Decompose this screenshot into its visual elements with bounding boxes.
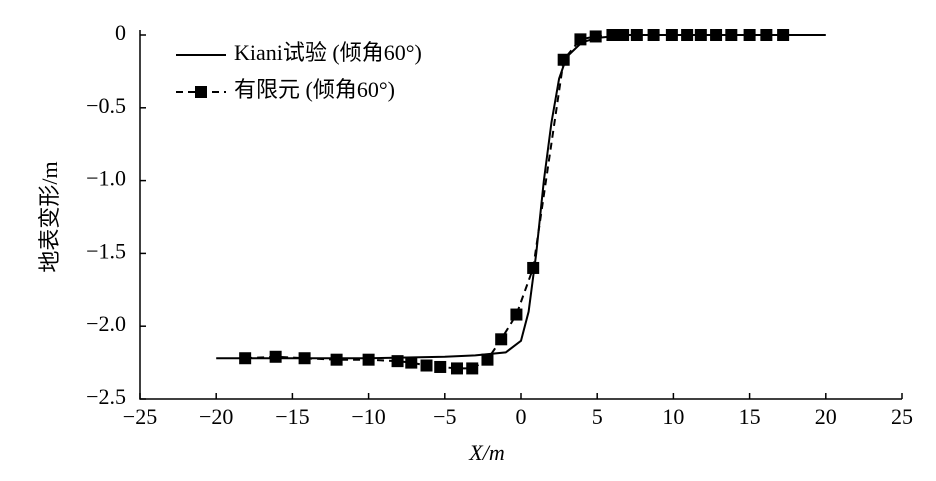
x-axis-label: X/m [468, 440, 504, 465]
data-point [495, 333, 508, 346]
x-tick-label: 5 [592, 404, 603, 429]
data-point [665, 29, 678, 41]
data-point [617, 29, 630, 41]
x-tick-label: −10 [351, 404, 385, 429]
data-point [391, 355, 404, 368]
data-point [589, 30, 602, 43]
data-point [420, 359, 433, 372]
x-tick-label: 0 [516, 404, 527, 429]
x-tick-label: −5 [433, 404, 456, 429]
data-point [743, 29, 756, 41]
data-point [681, 29, 694, 41]
data-point [694, 29, 707, 41]
data-point [557, 53, 570, 66]
y-axis-label: 地表变形/m [37, 161, 62, 272]
data-point [405, 356, 418, 369]
data-point [725, 29, 738, 41]
y-tick-label: 0 [115, 20, 126, 45]
x-tick-label: 10 [662, 404, 684, 429]
x-tick-label: 20 [815, 404, 837, 429]
data-point [362, 353, 375, 366]
data-point [434, 360, 447, 373]
data-point [710, 29, 723, 41]
data-point [330, 353, 343, 366]
data-point [574, 33, 587, 46]
data-point [481, 353, 494, 366]
data-point [510, 308, 523, 321]
x-tick-label: −25 [123, 404, 157, 429]
data-point [630, 29, 643, 41]
data-point [527, 261, 540, 274]
legend-label: 有限元 (倾角60°) [234, 77, 395, 102]
data-point [777, 29, 790, 41]
y-tick-label: −0.5 [86, 93, 126, 118]
y-tick-label: −1.0 [86, 166, 126, 191]
x-tick-label: 15 [739, 404, 761, 429]
y-tick-label: −2.0 [86, 311, 126, 336]
data-point [239, 352, 252, 365]
data-point [760, 29, 773, 41]
data-point [606, 29, 619, 41]
data-point [450, 362, 463, 375]
y-tick-label: −1.5 [86, 238, 126, 263]
legend-marker [195, 86, 207, 98]
data-point [298, 352, 311, 365]
data-point [269, 350, 282, 363]
legend-label: Kiani试验 (倾角60°) [234, 40, 422, 65]
data-point [647, 29, 660, 41]
data-point [466, 362, 479, 375]
x-tick-label: −15 [275, 404, 309, 429]
x-tick-label: −20 [199, 404, 233, 429]
y-tick-label: −2.5 [86, 384, 126, 409]
x-tick-label: 25 [891, 404, 913, 429]
